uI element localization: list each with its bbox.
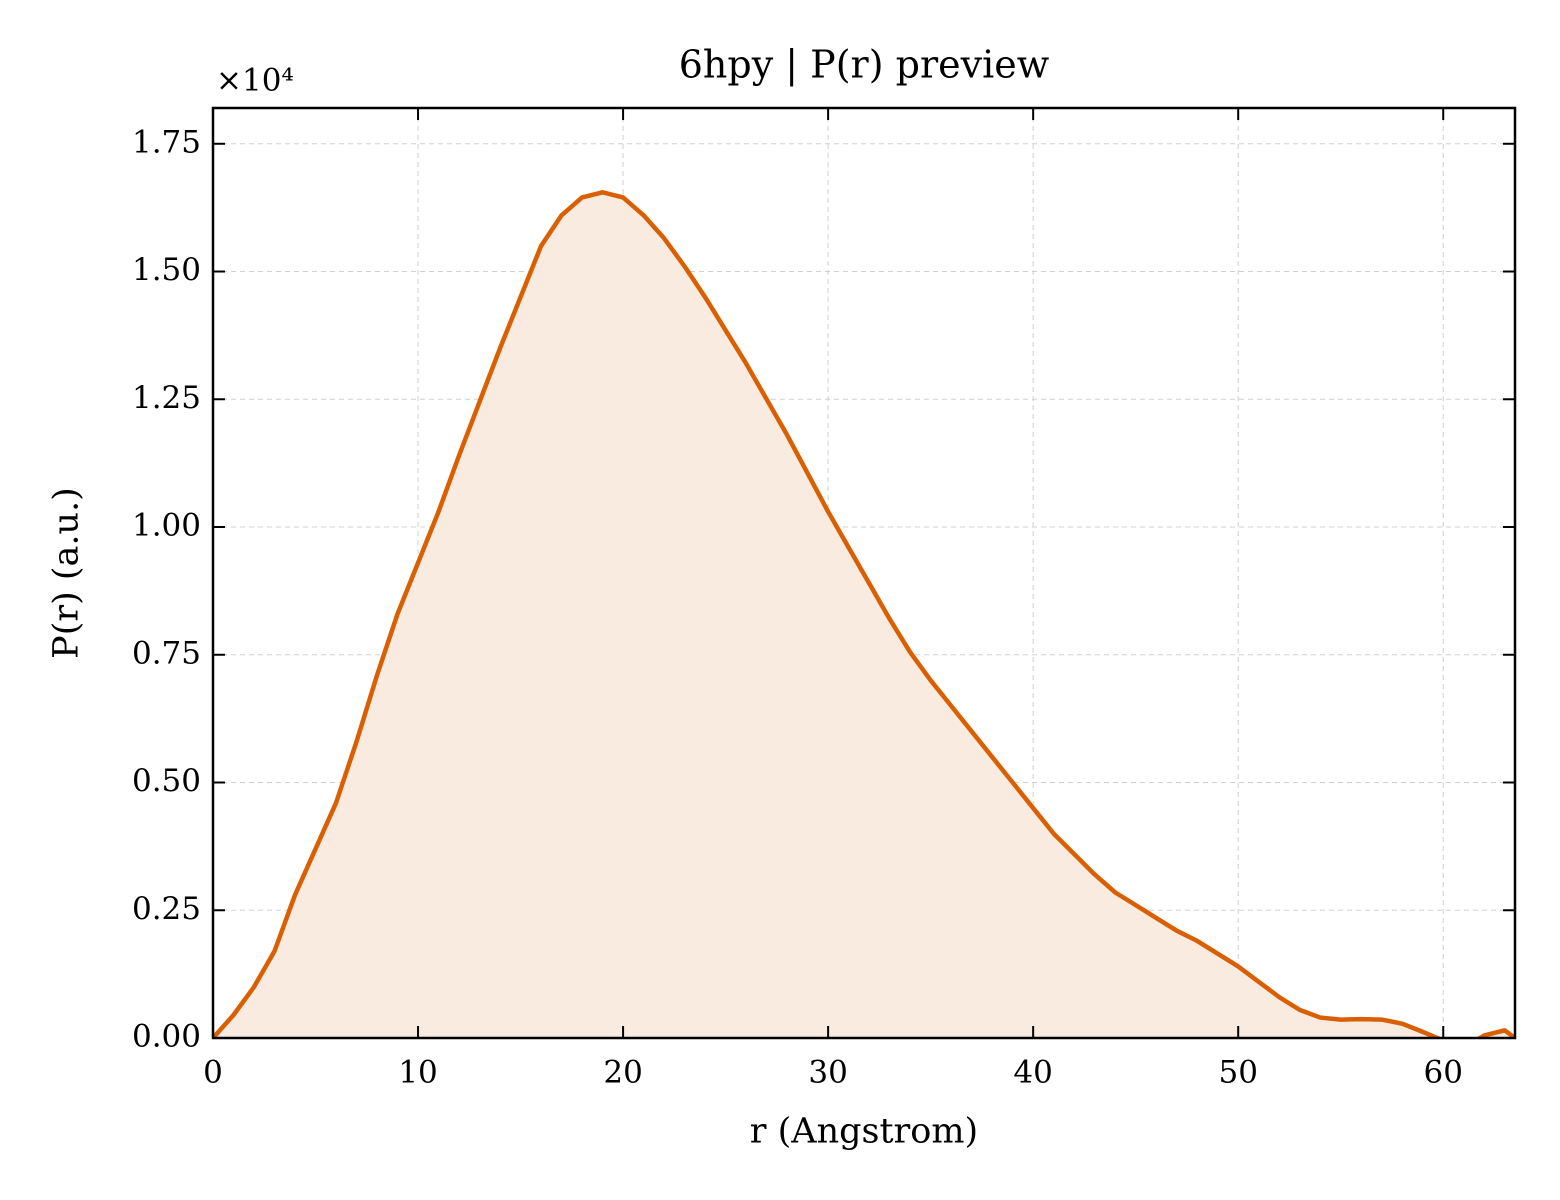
x-tick-label: 30 xyxy=(808,1055,847,1091)
y-tick-label: 1.25 xyxy=(132,380,201,416)
x-tick-label: 0 xyxy=(203,1055,223,1091)
y-tick-label: 0.50 xyxy=(132,763,201,799)
x-tick-label: 20 xyxy=(603,1055,642,1091)
x-tick-label: 60 xyxy=(1424,1055,1463,1091)
line xyxy=(213,190,1515,1038)
x-tick-label: 40 xyxy=(1013,1055,1052,1091)
area xyxy=(213,192,1515,1038)
x-tick-label: 10 xyxy=(398,1055,437,1091)
chart-title: 6hpy | P(r) preview xyxy=(679,43,1050,87)
y-tick-label: 1.75 xyxy=(132,124,201,160)
y-tick-label: 0.25 xyxy=(132,891,201,927)
x-axis-label: r (Angstrom) xyxy=(750,1112,978,1152)
y-tick-label: 0.00 xyxy=(132,1019,201,1055)
y-tick-label: 1.00 xyxy=(132,508,201,544)
y-tick-label: 0.75 xyxy=(132,635,201,671)
y-offset-label: ×10⁴ xyxy=(216,63,294,99)
x-tick-label: 50 xyxy=(1218,1055,1257,1091)
y-axis-label: P(r) (a.u.) xyxy=(47,487,87,659)
plot-frame xyxy=(211,106,1517,1040)
y-tick-label: 1.50 xyxy=(132,252,201,288)
